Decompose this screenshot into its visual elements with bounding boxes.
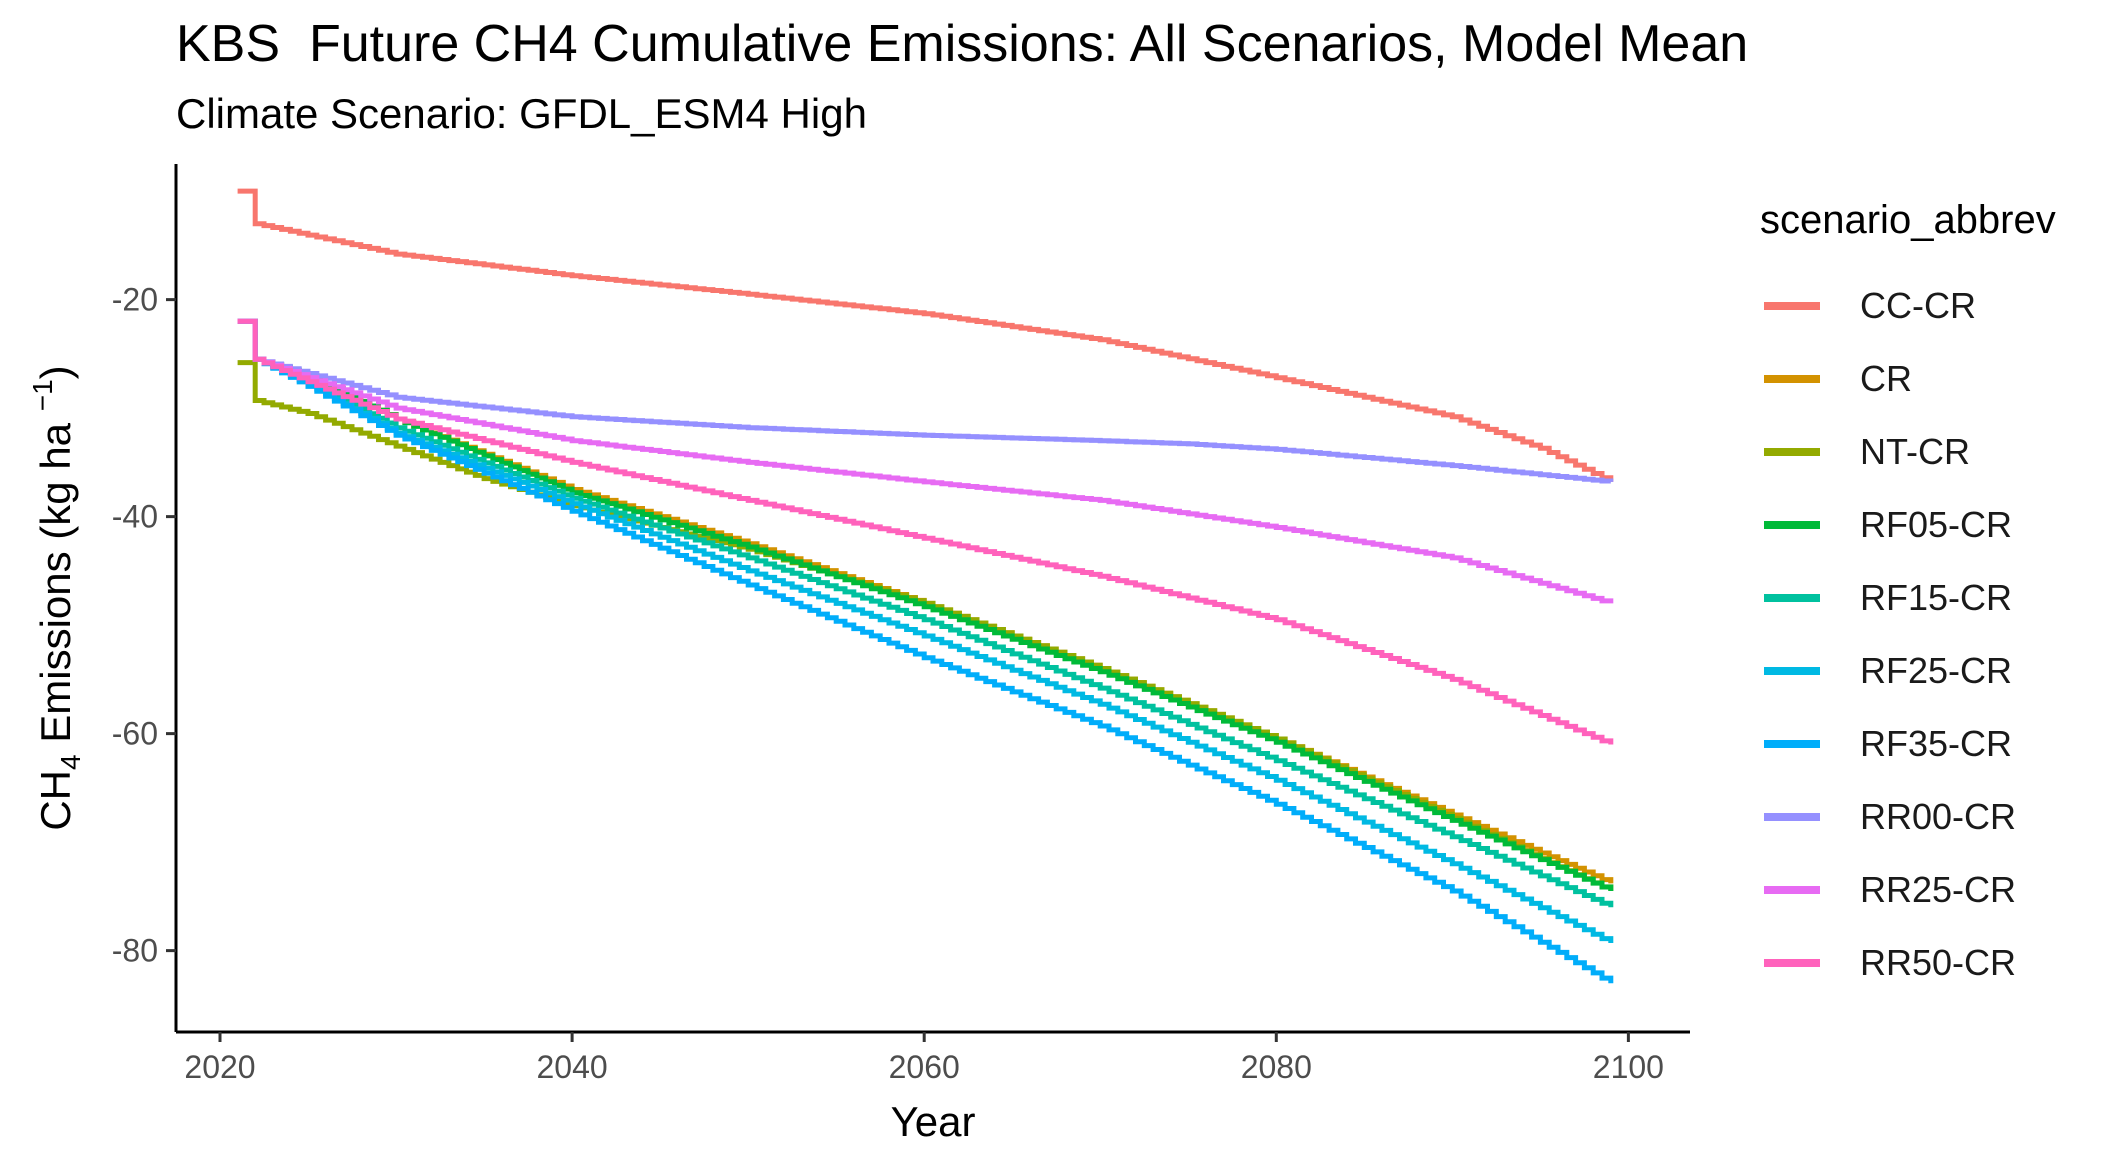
x-tick-label: 2020 <box>184 1049 255 1085</box>
legend-key <box>1764 740 1820 748</box>
legend-key <box>1764 813 1820 821</box>
y-axis-title: CH4 Emissions (kg ha −1) <box>27 365 86 830</box>
legend-item-nt-cr: NT-CR <box>1764 422 1970 482</box>
legend-item-rr50-cr: RR50-CR <box>1764 933 2016 993</box>
legend-label: RR50-CR <box>1860 942 2017 983</box>
legend-title: scenario_abbrev <box>1760 198 2056 242</box>
legend-label: RF05-CR <box>1860 504 2013 545</box>
legend-key <box>1764 667 1820 675</box>
legend-item-rf15-cr: RF15-CR <box>1764 568 2012 628</box>
chart-subtitle: Climate Scenario: GFDL_ESM4 High <box>176 90 867 137</box>
legend-key <box>1764 302 1820 310</box>
legend-label: CC-CR <box>1860 285 1976 326</box>
legend-label: CR <box>1860 358 1912 399</box>
legend-key <box>1764 886 1820 894</box>
legend-key <box>1764 448 1820 456</box>
legend-item-cc-cr: CC-CR <box>1764 276 1976 336</box>
legend-label: RF15-CR <box>1860 577 2013 618</box>
legend-item-rr25-cr: RR25-CR <box>1764 860 2016 920</box>
legend-key <box>1764 375 1820 383</box>
y-tick-label: -60 <box>112 716 158 752</box>
legend-label: RR25-CR <box>1860 869 2017 910</box>
legend-item-rf25-cr: RF25-CR <box>1764 641 2012 701</box>
x-tick-label: 2040 <box>537 1049 608 1085</box>
series-line-rr25-cr <box>237 318 1614 604</box>
series-line-nt-cr <box>237 360 1614 891</box>
series-line-rr00-cr <box>237 318 1614 484</box>
legend-item-rf05-cr: RF05-CR <box>1764 495 2012 555</box>
legend-label: RR00-CR <box>1860 796 2017 837</box>
legend-item-rr00-cr: RR00-CR <box>1764 787 2016 847</box>
series-line-rf05-cr <box>237 318 1614 891</box>
series-line-rr50-cr <box>237 318 1614 745</box>
y-tick-label: -20 <box>112 282 158 318</box>
legend-label: RF35-CR <box>1860 723 2013 764</box>
series-line-rf35-cr <box>237 318 1614 984</box>
y-tick-label: -80 <box>112 933 158 969</box>
chart-title: KBS Future CH4 Cumulative Emissions: All… <box>176 15 1749 73</box>
series-line-rf15-cr <box>237 318 1614 908</box>
legend-item-rf35-cr: RF35-CR <box>1764 714 2012 774</box>
x-axis-title: Year <box>891 1098 976 1145</box>
legend-item-cr: CR <box>1764 349 1912 409</box>
series-line-cc-cr <box>237 188 1614 482</box>
legend-key <box>1764 959 1820 967</box>
legend-label: NT-CR <box>1860 431 1970 472</box>
legend-label: RF25-CR <box>1860 650 2013 691</box>
legend-key <box>1764 594 1820 602</box>
y-tick-label: -40 <box>112 499 158 535</box>
x-tick-label: 2080 <box>1241 1049 1312 1085</box>
x-tick-label: 2060 <box>889 1049 960 1085</box>
x-tick-label: 2100 <box>1593 1049 1664 1085</box>
legend-key <box>1764 521 1820 529</box>
